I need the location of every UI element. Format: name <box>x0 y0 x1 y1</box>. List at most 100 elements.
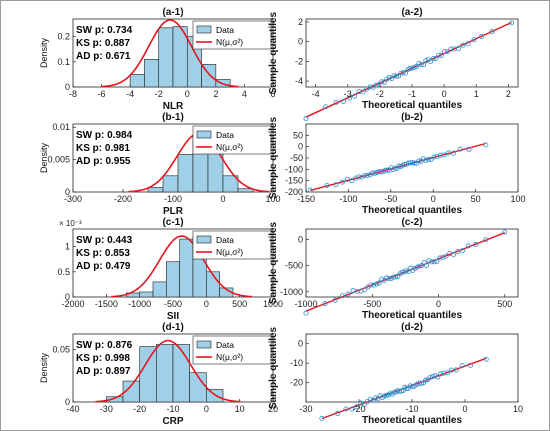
qq-sample-point <box>407 66 413 72</box>
legend-fit-label: N(μ,σ²) <box>216 142 243 152</box>
qq-sample-point <box>393 274 399 280</box>
qq-sample-point <box>428 59 434 65</box>
qq-sample-point <box>414 264 420 270</box>
x-tick-label: -150 <box>297 194 315 204</box>
x-tick-label: -1000 <box>294 299 317 309</box>
y-tick-label: -10 <box>290 358 303 368</box>
x-tick-label: -500 <box>164 299 182 309</box>
qq-sample-point <box>374 281 380 287</box>
qq-sample-point <box>438 371 444 377</box>
y-tick-label: -20 <box>290 378 303 388</box>
x-tick-label: -1500 <box>95 299 118 309</box>
histogram-panel <box>72 18 274 88</box>
qq-sample-point <box>335 410 341 416</box>
legend-box <box>192 230 272 260</box>
panel-title: (c-1) <box>162 217 183 228</box>
qq-sample-point <box>489 29 495 35</box>
plot-area <box>305 18 519 88</box>
x-tick-label: 0 <box>204 404 209 414</box>
qq-sample-point <box>437 255 443 261</box>
x-tick-label: 500 <box>497 299 512 309</box>
qq-sample-point <box>384 167 390 173</box>
x-tick-label: 6 <box>270 89 275 99</box>
qq-sample-point <box>445 49 451 55</box>
normality-test-stat: AD p: 0.671 <box>76 51 131 62</box>
histogram-bar <box>129 74 145 88</box>
x-tick-label: -3 <box>344 89 352 99</box>
y-tick-label: 2 <box>298 17 303 27</box>
qq-sample-point <box>471 37 477 43</box>
y-tick-label: 0 <box>65 397 70 407</box>
x-tick-label: -100 <box>339 194 357 204</box>
x-tick-label: -40 <box>66 404 79 414</box>
qq-plot-panel <box>303 18 519 121</box>
legend-data-swatch <box>196 130 212 139</box>
qq-sample-point <box>453 367 459 373</box>
normal-fit-curve <box>95 339 241 403</box>
qq-sample-point <box>303 310 309 316</box>
panel-title: (a-2) <box>401 7 422 18</box>
y-tick-label: -100 <box>285 164 303 174</box>
qq-sample-point <box>303 115 309 121</box>
qq-sample-point <box>333 99 339 105</box>
qq-sample-point <box>343 406 349 412</box>
x-tick-label: 0 <box>431 194 436 204</box>
x-tick-label: 0 <box>204 299 209 309</box>
qq-sample-point <box>307 187 313 193</box>
x-tick-label: -1 <box>408 89 416 99</box>
x-tick-label: -10 <box>405 404 418 414</box>
qq-sample-point <box>393 73 399 79</box>
x-axis-label: Theoretical quantiles <box>362 205 462 216</box>
qq-sample-point <box>352 93 358 99</box>
histogram-panel <box>72 123 274 193</box>
x-tick-label: 10 <box>513 404 523 414</box>
y-axis-label: Density <box>39 352 49 383</box>
qq-sample-point <box>431 259 437 265</box>
qq-sample-point <box>424 263 430 269</box>
y-tick-label: 0 <box>65 187 70 197</box>
x-tick-label: -10 <box>166 404 179 414</box>
y-tick-label: 0 <box>65 82 70 92</box>
qq-sample-point <box>421 260 427 266</box>
x-axis-label: Theoretical quantiles <box>362 310 462 321</box>
histogram-bar <box>158 27 174 88</box>
legend-box <box>192 20 272 50</box>
qq-sample-point <box>370 397 376 403</box>
qq-plot-panel <box>305 333 519 421</box>
histogram-panel <box>72 228 274 298</box>
y-tick-label: 0 <box>298 37 303 47</box>
qq-reference-line <box>310 142 486 192</box>
y-tick-label: 0 <box>65 292 70 302</box>
panel-title: (d-2) <box>401 322 423 333</box>
qq-sample-point <box>443 253 449 259</box>
y-tick-label: -150 <box>285 176 303 186</box>
normality-test-stat: AD p: 0.955 <box>76 156 131 167</box>
qq-sample-point <box>386 275 392 281</box>
qq-sample-point <box>438 52 444 58</box>
x-tick-label: 0 <box>185 89 190 99</box>
qq-reference-line <box>305 21 512 118</box>
normality-test-stat: SW p: 0.443 <box>76 235 133 246</box>
qq-plot-panel <box>305 123 519 193</box>
qq-sample-point <box>459 363 465 369</box>
x-axis-label: Theoretical quantiles <box>362 415 462 426</box>
panel-title: (d-1) <box>162 322 184 333</box>
qq-sample-point <box>409 65 415 71</box>
qq-sample-point <box>460 42 466 48</box>
legend-data-swatch <box>196 25 212 34</box>
histogram-bar <box>162 175 179 193</box>
qq-sample-point <box>381 79 387 85</box>
qq-sample-point <box>441 49 447 55</box>
qq-sample-point <box>444 370 450 376</box>
qq-sample-point <box>502 229 508 235</box>
histogram-bar <box>156 344 174 403</box>
qq-sample-point <box>349 178 355 184</box>
qq-sample-point <box>370 170 376 176</box>
qq-sample-point <box>319 415 325 421</box>
qq-sample-point <box>406 269 412 275</box>
x-tick-label: 20 <box>268 404 278 414</box>
x-tick-label: -30 <box>100 404 113 414</box>
histogram-bar <box>179 238 194 298</box>
